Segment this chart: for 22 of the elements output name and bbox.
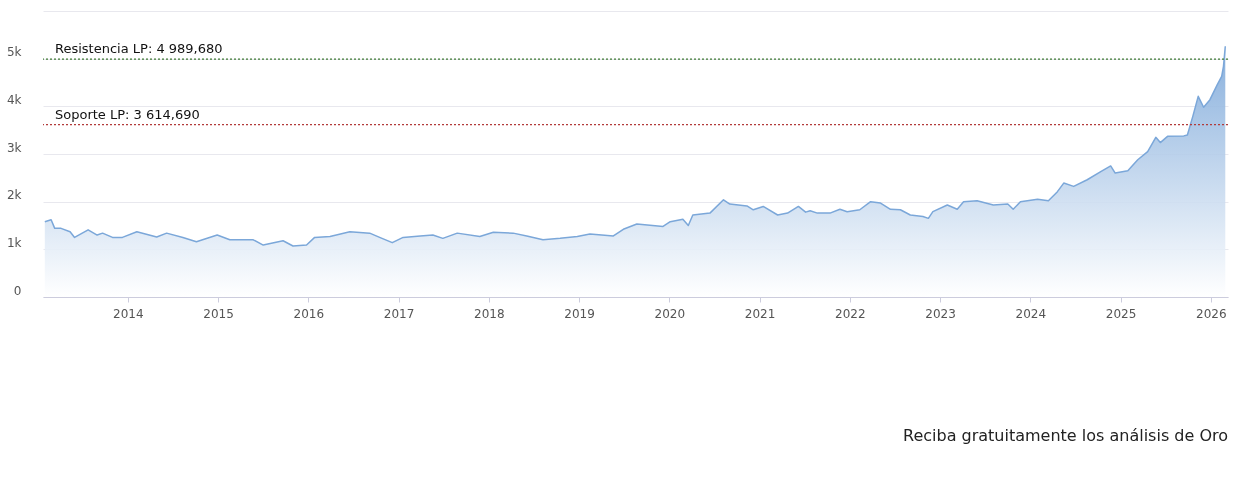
x-tick-label: 2022 <box>835 306 866 321</box>
x-tick-label: 2026 <box>1196 306 1227 321</box>
y-tick-label: 4k <box>6 92 22 107</box>
x-tick-label: 2023 <box>925 306 956 321</box>
y-tick-label: 2k <box>6 188 22 203</box>
ref-line-label: Soporte LP: 3 614,690 <box>55 106 200 122</box>
x-tick-label: 2021 <box>744 306 776 321</box>
x-tick-label: 2024 <box>1015 306 1047 321</box>
ref-line-label: Resistencia LP: 4 989,680 <box>55 41 223 57</box>
x-tick-label: 2019 <box>564 306 595 321</box>
text: Reciba gratuitamente los análisis de Oro <box>903 426 1228 445</box>
x-tick-label: 2017 <box>383 306 415 321</box>
x-tick-label: 2016 <box>293 306 325 321</box>
x-tick-label: 2014 <box>113 306 144 321</box>
y-tick-label: 0 <box>13 283 22 298</box>
x-tick-label: 2015 <box>203 306 234 321</box>
x-tick-label: 2018 <box>474 306 505 321</box>
x-tick-label: 2025 <box>1105 306 1137 321</box>
y-tick-label: 5k <box>6 45 22 60</box>
x-tick-label: 2020 <box>654 306 686 321</box>
y-tick-label: 1k <box>6 235 22 250</box>
y-tick-label: 3k <box>6 140 22 155</box>
